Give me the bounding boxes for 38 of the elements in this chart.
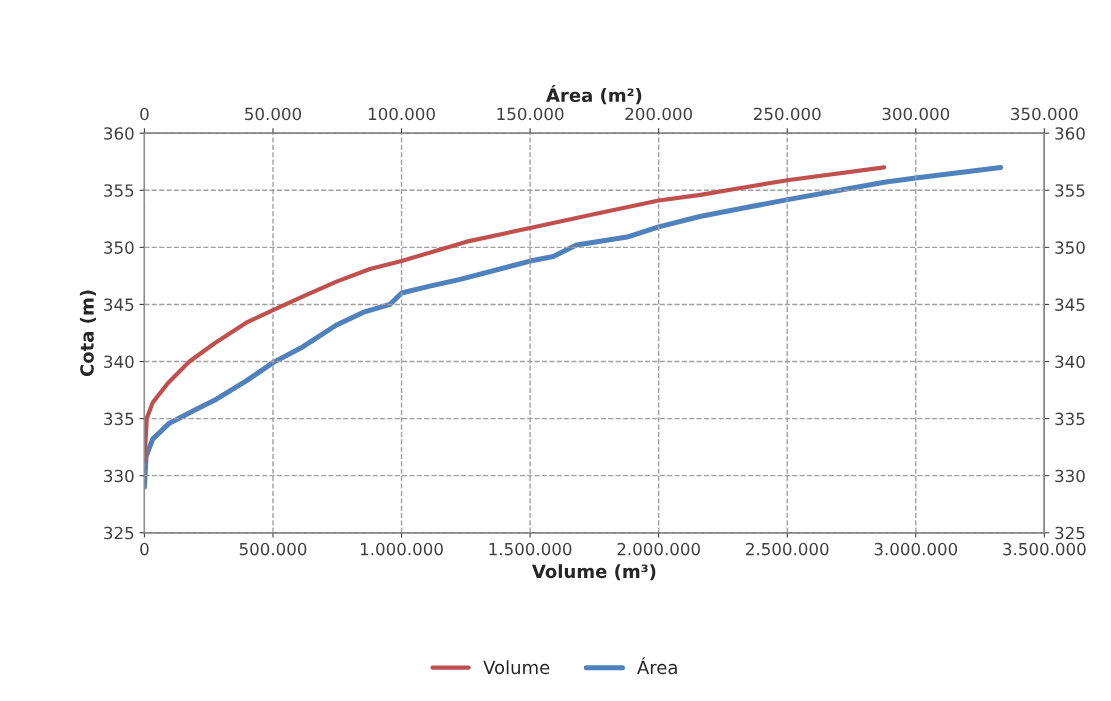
x-tick-label: 0 bbox=[140, 542, 149, 556]
x-tick-label: 3.500.000 bbox=[1003, 542, 1086, 556]
y2-tick-label: 345 bbox=[1055, 298, 1085, 311]
y-tick-label: 345 bbox=[104, 298, 134, 311]
x2-axis-title: Área (m²) bbox=[546, 85, 642, 105]
x2-tick-label: 300.000 bbox=[882, 107, 950, 121]
y2-tick-label: 360 bbox=[1055, 127, 1085, 140]
y-tick-label: 340 bbox=[104, 355, 134, 369]
y-tick-label: 355 bbox=[104, 184, 134, 197]
y-tick-label: 330 bbox=[104, 469, 134, 483]
y2-tick-label: 350 bbox=[1055, 241, 1085, 254]
y-axis-title: Cota (m) bbox=[79, 290, 96, 377]
y-tick-label: 350 bbox=[104, 241, 134, 254]
x-tick-label: 3.000.000 bbox=[874, 542, 958, 556]
x2-tick-label: 0 bbox=[140, 107, 149, 121]
y2-tick-label: 325 bbox=[1055, 526, 1085, 540]
x-tick-label: 1.000.000 bbox=[360, 542, 443, 556]
y2-tick-label: 355 bbox=[1055, 184, 1085, 197]
x2-tick-label: 150.000 bbox=[497, 107, 564, 121]
x-tick-label: 1.500.000 bbox=[489, 542, 572, 556]
y-tick-label: 360 bbox=[104, 127, 134, 140]
y2-tick-label: 330 bbox=[1055, 469, 1085, 483]
y2-tick-label: 340 bbox=[1055, 355, 1085, 369]
legend-label: Área bbox=[637, 657, 677, 675]
x2-tick-label: 200.000 bbox=[625, 107, 693, 121]
y2-tick-label: 335 bbox=[1055, 412, 1085, 426]
x2-tick-label: 350.000 bbox=[1011, 107, 1078, 121]
x-axis-title: Volume (m³) bbox=[531, 564, 656, 581]
legend-label: Volume bbox=[483, 660, 550, 675]
y-tick-label: 335 bbox=[104, 412, 134, 426]
y-tick-label: 325 bbox=[104, 526, 134, 540]
x2-tick-label: 250.000 bbox=[753, 107, 821, 121]
line-series bbox=[144, 165, 887, 465]
x2-tick-label: 100.000 bbox=[368, 107, 435, 121]
x-tick-label: 500.000 bbox=[239, 542, 307, 556]
x-tick-label: 2.000.000 bbox=[617, 542, 700, 556]
x-tick-label: 2.500.000 bbox=[746, 542, 829, 556]
x2-tick-label: 50.000 bbox=[245, 107, 302, 121]
